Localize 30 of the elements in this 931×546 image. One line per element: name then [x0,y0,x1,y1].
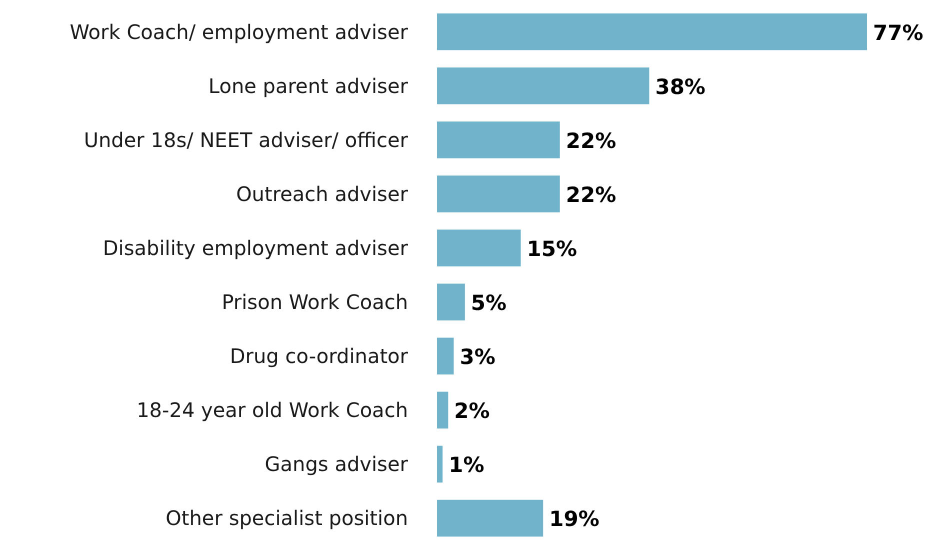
data-label: 1% [448,453,484,478]
bar [437,13,867,50]
y-tick-label: Drug co-ordinator [230,344,409,368]
data-label: 3% [460,345,496,370]
bar [437,176,560,212]
data-label: 22% [566,182,616,207]
bar [437,446,443,483]
data-label: 5% [470,291,507,316]
bar [437,67,650,104]
data-label: 19% [549,507,600,532]
data-label: 2% [454,399,490,424]
bar [437,500,544,537]
data-label: 15% [526,236,578,261]
y-tick-label: Other specialist position [166,506,408,530]
y-tick-label: Prison Work Coach [222,290,408,314]
bar [437,122,560,158]
y-tick-label: Outreach adviser [236,182,409,206]
y-tick-label: Lone parent adviser [208,74,409,98]
bar [437,338,454,374]
y-tick-label: 18-24 year old Work Coach [136,398,408,422]
data-label: 22% [566,128,616,153]
data-label: 38% [655,74,706,99]
y-tick-label: Work Coach/ employment adviser [70,20,409,44]
bar [437,230,521,266]
y-tick-label: Under 18s/ NEET adviser/ officer [84,128,409,152]
bar [437,392,448,428]
bar [437,284,465,320]
y-tick-label: Gangs adviser [264,452,409,476]
data-label: 77% [873,20,924,45]
y-tick-label: Disability employment adviser [102,236,409,260]
